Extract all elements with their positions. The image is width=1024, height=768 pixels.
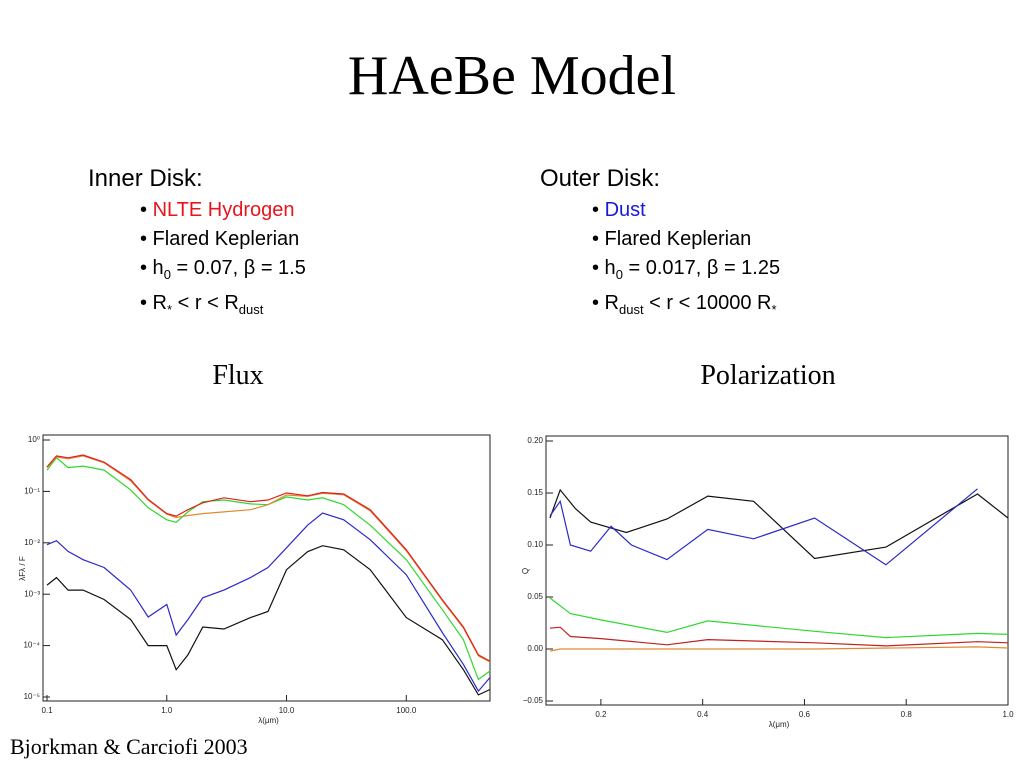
bullet-text: • Flared Keplerian <box>140 228 300 250</box>
bullet-text: < r < 10000 R <box>643 292 772 314</box>
bullet-text: • R <box>592 292 620 314</box>
y-tick-label: 10⁻² <box>24 538 40 547</box>
data-line <box>549 646 1009 652</box>
x-tick-label: 1.0 <box>1002 710 1014 719</box>
subscript: * <box>167 302 173 317</box>
slide-title: HAeBe Model <box>347 45 677 107</box>
y-tick-label: 10⁰ <box>28 435 40 444</box>
bullet-text: = 0.07, β = 1.5 <box>170 257 306 279</box>
x-tick-label: 0.8 <box>901 710 913 719</box>
data-line <box>46 456 491 681</box>
chart-title: Polarization <box>700 360 836 391</box>
bullet-text: = 0.017, β = 1.25 <box>622 257 781 279</box>
bullet-text: NLTE Hydrogen <box>152 199 295 221</box>
plot-frame <box>42 434 491 702</box>
y-tick-label: 10⁻³ <box>24 589 40 598</box>
chart-title: Flux <box>212 360 264 391</box>
bullet: • R* < r < Rdust <box>140 289 306 324</box>
bullet: • h0 = 0.017, β = 1.25 <box>592 254 780 289</box>
bullet: • Rdust < r < 10000 R* <box>592 289 780 324</box>
x-axis-label: λ(μm) <box>769 720 790 729</box>
y-tick-label: 0.05 <box>527 592 543 601</box>
bullet: • Dust <box>592 196 780 225</box>
bullet: • NLTE Hydrogen <box>140 196 306 225</box>
y-tick-label: 0.15 <box>527 488 543 497</box>
data-line <box>46 455 491 663</box>
heading: Inner Disk: <box>88 165 203 192</box>
bullet: • Flared Keplerian <box>592 225 780 254</box>
y-tick-label: 0.10 <box>527 540 543 549</box>
x-tick-label: 0.1 <box>41 706 53 715</box>
subscript: dust <box>238 302 264 317</box>
footer: Bjorkman & Carciofi 2003 <box>10 734 248 759</box>
x-axis-label: λ(μm) <box>258 716 279 725</box>
subscript: 0 <box>615 267 623 282</box>
bullet-text: < r < R <box>172 292 239 314</box>
bullet-text: • <box>140 199 153 221</box>
bullet: • h0 = 0.07, β = 1.5 <box>140 254 306 289</box>
subscript: 0 <box>163 267 171 282</box>
data-line <box>549 488 978 566</box>
plot-frame <box>545 435 1009 706</box>
y-tick-label: 0.20 <box>527 436 543 445</box>
x-tick-label: 0.4 <box>697 710 709 719</box>
bullet-text: • h <box>140 257 164 279</box>
data-line <box>46 545 491 696</box>
data-line <box>549 488 1009 560</box>
subscript: * <box>771 302 777 317</box>
outer-disk: Outer Disk: • Dust • Flared Keplerian • h0 … <box>540 162 780 324</box>
y-tick-label: 10⁻¹ <box>24 487 40 496</box>
inner-disk: Inner Disk: • NLTE Hydrogen • Flared Keple… <box>88 162 306 324</box>
subscript: dust <box>619 302 644 317</box>
x-tick-label: 10.0 <box>279 706 295 715</box>
bullet-text: • Flared Keplerian <box>592 228 752 250</box>
y-tick-label: 0.00 <box>527 644 543 653</box>
bullet-text: • <box>592 199 605 221</box>
bullet: • Flared Keplerian <box>140 225 306 254</box>
x-tick-label: 100.0 <box>396 706 417 715</box>
x-tick-label: 0.6 <box>799 710 811 719</box>
bullet-text: • R <box>140 292 168 314</box>
data-line <box>549 597 1009 639</box>
data-line <box>46 512 491 693</box>
y-tick-label: 10⁻⁴ <box>23 641 40 650</box>
heading: Outer Disk: <box>540 165 661 192</box>
bullet-text: Dust <box>604 199 646 221</box>
y-tick-label: 10⁻⁵ <box>24 692 40 701</box>
y-tick-label: −0.05 <box>523 696 544 705</box>
y-axis-label: Q <box>521 568 530 574</box>
y-axis-label: λFλ / F <box>18 556 27 581</box>
data-line <box>549 626 1009 647</box>
bullet-text: • h <box>592 257 616 279</box>
x-tick-label: 0.2 <box>595 710 607 719</box>
data-line <box>46 454 491 662</box>
x-tick-label: 1.0 <box>161 706 173 715</box>
